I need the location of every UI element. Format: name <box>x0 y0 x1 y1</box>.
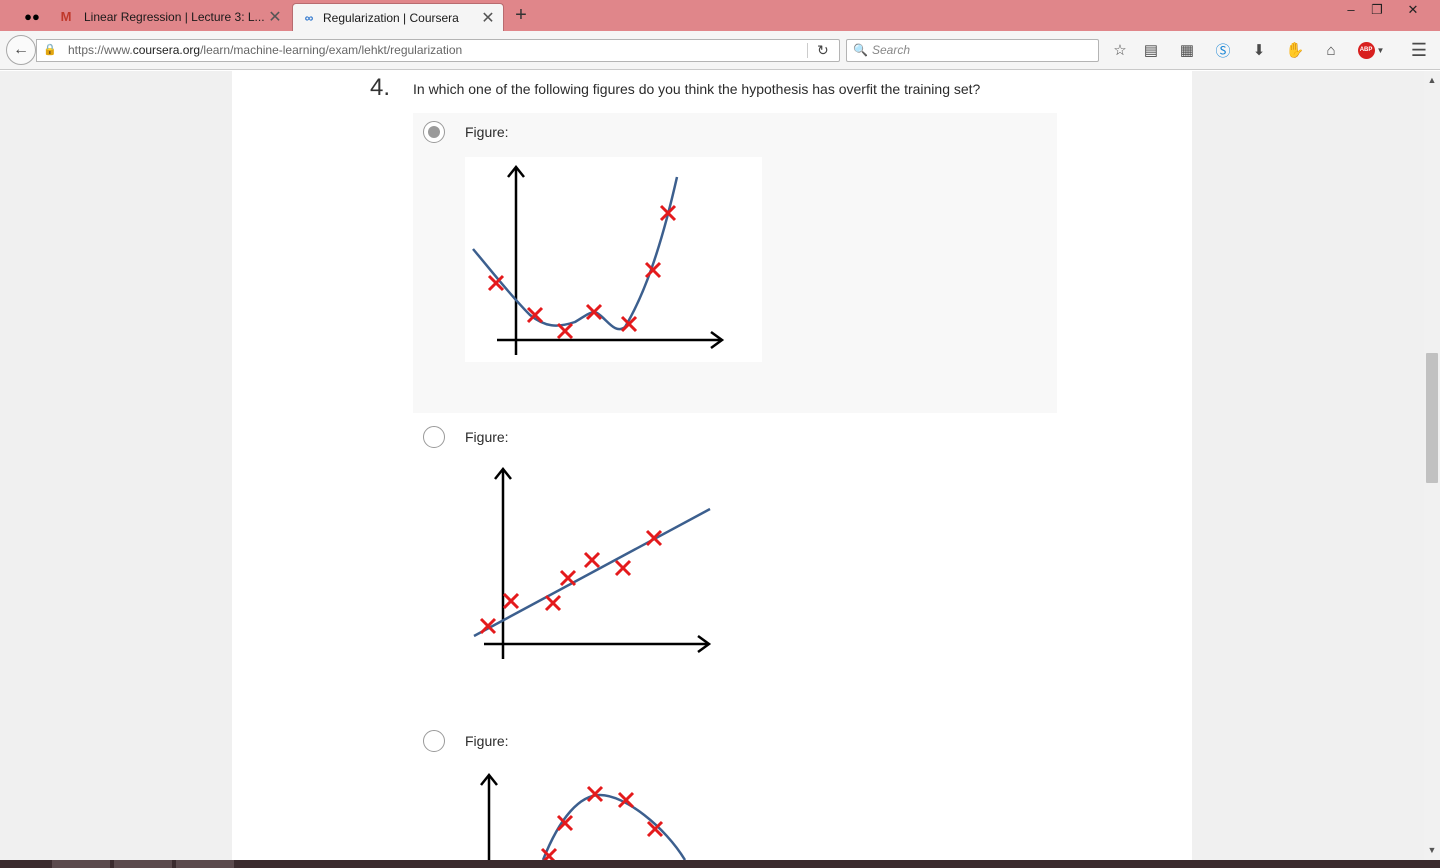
windows-taskbar <box>0 860 1440 868</box>
option-1-figure <box>465 157 762 362</box>
data-point <box>559 569 577 587</box>
close-tab-icon[interactable]: ✕ <box>481 9 495 27</box>
x-axis-arrowhead <box>697 634 712 654</box>
url-prefix: https://www. <box>68 43 133 57</box>
download-icon[interactable]: ⬇ <box>1252 42 1266 59</box>
data-point <box>502 592 520 610</box>
data-point <box>614 559 632 577</box>
data-point <box>646 820 664 838</box>
back-arrow-icon: ← <box>13 41 29 58</box>
y-axis-arrowhead <box>507 164 525 178</box>
question-text: In which one of the following figures do… <box>413 81 981 97</box>
data-point <box>659 204 677 222</box>
option-2-label: Figure: <box>465 429 509 445</box>
axes <box>480 772 498 860</box>
taskbar-item[interactable] <box>176 860 234 868</box>
scroll-down-icon[interactable]: ▼ <box>1427 845 1437 855</box>
tab-label: Linear Regression | Lecture 3: L... <box>84 10 265 24</box>
adblock-badge: ABP <box>1357 41 1375 59</box>
page-viewport: 4. In which one of the following figures… <box>0 71 1424 860</box>
close-tab-icon[interactable]: ✕ <box>268 9 282 26</box>
data-point <box>487 274 505 292</box>
data-point <box>583 551 601 569</box>
x-axis-arrowhead <box>710 330 725 350</box>
home-icon[interactable]: ⌂ <box>1326 41 1336 59</box>
axes <box>497 164 725 355</box>
axes <box>484 466 712 659</box>
url-domain: coursera.org <box>132 43 201 57</box>
url-divider <box>807 43 808 58</box>
search-icon: 🔍 <box>853 43 868 57</box>
extension-icon[interactable]: ✋ <box>1285 42 1305 59</box>
pocket-icon[interactable]: ▦ <box>1179 42 1195 59</box>
data-point <box>645 529 663 547</box>
search-input[interactable]: 🔍 Search <box>846 39 1099 62</box>
option-2-radio[interactable] <box>423 426 445 448</box>
coursera-icon: ∞ <box>304 10 314 25</box>
linear-figure-svg <box>473 466 712 659</box>
title-bar: ●● M Linear Regression | Lecture 3: L...… <box>0 0 1440 31</box>
y-axis-arrowhead <box>480 772 498 786</box>
data-point <box>479 617 497 635</box>
vertical-scrollbar[interactable]: ▲ ▼ <box>1424 71 1440 860</box>
gmail-pinned-tab-icon[interactable]: M <box>60 8 72 24</box>
chevron-down-icon: ▼ <box>1376 45 1385 55</box>
reload-icon[interactable]: ↻ <box>817 42 829 58</box>
option-3-figure <box>465 767 720 860</box>
data-point <box>556 814 574 832</box>
overfit-figure-svg <box>472 164 725 355</box>
taskbar-item[interactable] <box>52 860 110 868</box>
data-point <box>556 322 574 340</box>
scrollbar-thumb[interactable] <box>1426 353 1438 483</box>
private-browsing-icon: ●● <box>24 8 40 24</box>
hypothesis-curve <box>541 793 687 860</box>
lock-icon: 🔒 <box>43 44 57 56</box>
y-axis-arrowhead <box>494 466 512 480</box>
data-point <box>617 791 635 809</box>
navigation-bar: ← 🔒 https://www.coursera.org/learn/machi… <box>0 31 1440 70</box>
option-3-radio[interactable] <box>423 730 445 752</box>
option-2-figure <box>465 461 720 666</box>
back-button[interactable]: ← <box>6 35 36 65</box>
data-point <box>644 261 662 279</box>
skype-icon[interactable]: Ⓢ <box>1215 42 1231 60</box>
training-points <box>540 785 664 860</box>
menu-icon[interactable]: ☰ <box>1410 39 1428 60</box>
option-1-radio[interactable] <box>423 121 445 143</box>
tab-linear-regression[interactable]: Linear Regression | Lecture 3: L... ✕ <box>84 3 290 31</box>
restore-button[interactable]: ❐ <box>1371 2 1383 17</box>
new-tab-button[interactable]: + <box>515 4 527 26</box>
question-number: 4. <box>370 74 391 101</box>
option-1-label: Figure: <box>465 124 509 140</box>
url-text: https://www.coursera.org/learn/machine-l… <box>68 40 462 61</box>
data-point <box>540 847 558 860</box>
search-placeholder: Search <box>872 43 911 57</box>
hypothesis-line <box>473 507 711 638</box>
url-path: /learn/machine-learning/exam/lehkt/regul… <box>200 43 463 57</box>
adblock-icon[interactable]: ABP ▼ <box>1356 39 1386 61</box>
tab-label: Regularization | Coursera <box>323 10 459 25</box>
data-point <box>585 303 603 321</box>
data-point <box>620 315 638 333</box>
minimize-button[interactable]: – <box>1347 2 1355 17</box>
data-point <box>526 306 544 324</box>
url-bar[interactable]: 🔒 https://www.coursera.org/learn/machine… <box>36 39 840 62</box>
data-point <box>586 785 604 803</box>
bookmark-star-icon[interactable]: ☆ <box>1113 42 1127 59</box>
taskbar-item[interactable] <box>114 860 172 868</box>
training-points <box>487 204 677 340</box>
scroll-up-icon[interactable]: ▲ <box>1427 75 1437 85</box>
tab-regularization[interactable]: ∞ Regularization | Coursera ✕ <box>292 3 504 31</box>
quadratic-figure-svg <box>480 772 687 860</box>
training-points <box>479 529 663 635</box>
reading-list-icon[interactable]: ▤ <box>1143 42 1159 59</box>
hypothesis-curve <box>472 176 679 331</box>
data-point <box>544 594 562 612</box>
option-3-label: Figure: <box>465 733 509 749</box>
close-window-button[interactable]: ✕ <box>1407 2 1419 17</box>
